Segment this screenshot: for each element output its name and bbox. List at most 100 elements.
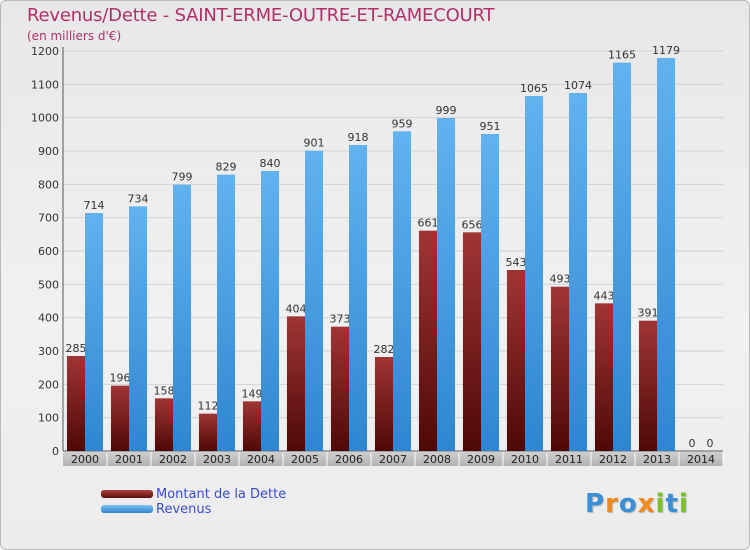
- data-label: 901: [304, 137, 325, 150]
- data-label: 373: [329, 313, 350, 326]
- legend-label-revenus: Revenus: [156, 502, 212, 517]
- data-label: 443: [593, 289, 614, 302]
- bar-dette: [550, 286, 569, 451]
- y-tick-label: 600: [38, 245, 59, 258]
- y-tick-label: 0: [52, 445, 59, 458]
- bar-revenus: [261, 171, 280, 451]
- legend-swatch-revenus: [101, 505, 153, 513]
- chart-title: Revenus/Dette - SAINT-ERME-OUTRE-ET-RAME…: [27, 5, 495, 26]
- bar-dette: [66, 356, 85, 451]
- data-label: 282: [373, 343, 394, 356]
- x-axis-band: [63, 452, 723, 466]
- x-tick-label: 2000: [71, 453, 99, 466]
- bar-dette: [286, 316, 305, 451]
- y-tick-label: 800: [38, 178, 59, 191]
- bar-revenus: [129, 206, 148, 451]
- bar-dette: [638, 320, 657, 451]
- data-label: 543: [505, 256, 526, 269]
- data-label: 661: [417, 217, 438, 230]
- data-label: 714: [84, 199, 105, 212]
- logo-letter: o: [618, 489, 638, 519]
- x-tick-label: 2007: [379, 453, 407, 466]
- data-label: 918: [348, 131, 369, 144]
- logo-letter: t: [665, 489, 679, 519]
- data-label: 0: [707, 437, 714, 450]
- logo-letter: x: [637, 489, 656, 519]
- bar-revenus: [85, 213, 104, 451]
- logo-letter: r: [605, 489, 619, 519]
- bar-revenus: [437, 118, 456, 451]
- data-label: 391: [637, 307, 658, 320]
- bar-dette: [462, 232, 481, 451]
- data-label: 1179: [652, 44, 680, 57]
- bar-dette: [374, 357, 393, 451]
- bar-dette: [110, 385, 129, 451]
- x-tick-label: 2002: [159, 453, 187, 466]
- data-label: 149: [241, 387, 262, 400]
- y-tick-label: 900: [38, 145, 59, 158]
- x-tick-label: 2013: [643, 453, 671, 466]
- data-label: 0: [688, 437, 695, 450]
- logo-letter: P: [585, 489, 606, 519]
- data-label: 285: [65, 342, 86, 355]
- y-tick-label: 200: [38, 378, 59, 391]
- y-tick-label: 400: [38, 312, 59, 325]
- data-label: 951: [480, 120, 501, 133]
- data-label: 158: [153, 384, 174, 397]
- y-tick-label: 500: [38, 278, 59, 291]
- y-tick-label: 100: [38, 412, 59, 425]
- bar-revenus: [481, 134, 500, 451]
- y-tick-label: 700: [38, 212, 59, 225]
- data-label: 404: [285, 302, 306, 315]
- data-label: 656: [461, 218, 482, 231]
- bar-revenus: [525, 96, 544, 451]
- data-label: 112: [197, 400, 218, 413]
- data-label: 734: [128, 192, 149, 205]
- legend-swatch-dette: [101, 490, 153, 498]
- bar-dette: [242, 401, 261, 451]
- x-tick-label: 2005: [291, 453, 319, 466]
- logo-letter: i: [678, 489, 689, 519]
- data-label: 959: [392, 117, 413, 130]
- data-label: 799: [172, 171, 193, 184]
- bar-revenus: [305, 150, 324, 451]
- x-tick-label: 2011: [555, 453, 583, 466]
- y-tick-label: 300: [38, 345, 59, 358]
- bar-revenus: [657, 58, 676, 451]
- bar-revenus: [217, 174, 236, 451]
- x-tick-label: 2014: [687, 453, 715, 466]
- data-label: 840: [260, 157, 281, 170]
- bar-dette: [154, 398, 173, 451]
- y-tick-label: 1100: [31, 78, 59, 91]
- data-label: 493: [549, 273, 570, 286]
- x-tick-label: 2001: [115, 453, 143, 466]
- bar-dette: [418, 230, 437, 451]
- x-tick-label: 2012: [599, 453, 627, 466]
- x-tick-label: 2004: [247, 453, 275, 466]
- data-label: 196: [109, 372, 130, 385]
- bar-dette: [594, 303, 613, 451]
- y-tick-label: 1200: [31, 45, 59, 58]
- bar-dette: [330, 326, 349, 451]
- chart-subtitle: (en milliers d'€): [27, 29, 122, 43]
- y-tick-label: 1000: [31, 112, 59, 125]
- data-label: 1065: [520, 82, 548, 95]
- x-tick-label: 2006: [335, 453, 363, 466]
- x-tick-label: 2009: [467, 453, 495, 466]
- data-label: 999: [436, 104, 457, 117]
- bar-revenus: [349, 145, 368, 451]
- legend-label-dette: Montant de la Dette: [156, 487, 287, 502]
- bar-dette: [506, 270, 525, 451]
- data-label: 829: [216, 161, 237, 174]
- bar-revenus: [613, 62, 632, 452]
- bar-revenus: [569, 93, 588, 451]
- data-label: 1165: [608, 49, 636, 62]
- proxiti-logo: Proxiti: [585, 489, 689, 519]
- bar-revenus: [173, 184, 192, 451]
- x-tick-label: 2003: [203, 453, 231, 466]
- logo-letter: i: [655, 489, 666, 519]
- bar-revenus: [393, 131, 412, 452]
- data-label: 1074: [564, 79, 592, 92]
